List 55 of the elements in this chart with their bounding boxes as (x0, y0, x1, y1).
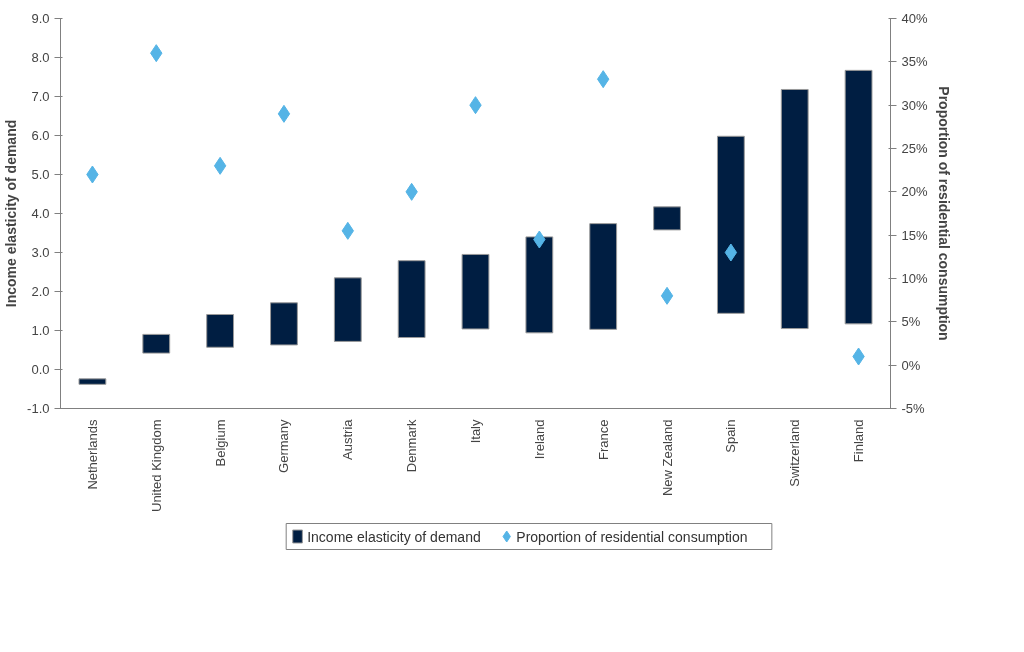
y-axis-title: Income elasticity of demand (3, 119, 20, 308)
x-tick-label: Netherlands (84, 419, 100, 490)
x-tick-label: Italy (468, 419, 483, 444)
bar (333, 277, 362, 342)
y-tick-label: -1.0 (27, 401, 50, 416)
x-tick-label: Germany (276, 419, 292, 473)
x-tick-label: Ireland (531, 419, 547, 460)
y2-tick-label: 40% (901, 11, 928, 26)
bar (206, 314, 235, 348)
x-tick-label: United Kingdom (148, 419, 164, 512)
y2-tick-label: 15% (901, 227, 928, 243)
bar (142, 333, 171, 354)
bar (716, 135, 745, 314)
point (660, 286, 674, 305)
y2-tick-label: 25% (901, 141, 928, 156)
bar (844, 69, 873, 325)
y-tick-label: 0.0 (31, 362, 50, 377)
y-tick-label: 9.0 (31, 11, 50, 26)
y-tick-label: 7.0 (31, 89, 50, 104)
x-tick-label: Denmark (404, 419, 420, 473)
y2-tick-label: 20% (901, 184, 928, 200)
bar (780, 88, 809, 330)
bar (589, 223, 618, 330)
y2-tick-label: 30% (901, 97, 928, 113)
y2-tick-label: 5% (901, 314, 921, 330)
y2-tick-label: -5% (901, 401, 926, 416)
y-tick-label: 8.0 (31, 50, 50, 65)
x-tick-label: France (595, 419, 611, 460)
y-tick-label: 3.0 (31, 245, 50, 260)
x-tick-label: Austria (340, 418, 356, 460)
x-tick-label: New Zealand (659, 419, 675, 497)
y-tick-label: 1.0 (31, 323, 50, 338)
y-tick-label: 6.0 (31, 128, 50, 143)
bar (525, 236, 554, 334)
y-tick-label: 4.0 (31, 206, 50, 221)
point (277, 104, 291, 123)
x-tick-label: Switzerland (787, 419, 803, 487)
y2-tick-label: 0% (901, 357, 921, 373)
x-tick-label: Finland (851, 419, 867, 463)
bar (270, 302, 298, 346)
bar (397, 260, 426, 339)
point (724, 243, 738, 262)
x-tick-label: Spain (723, 419, 739, 453)
y2-tick-label: 35% (901, 54, 928, 70)
bar (653, 206, 681, 231)
y-tick-label: 5.0 (31, 167, 50, 182)
legend-label: Proportion of residential consumption (516, 528, 748, 545)
y2-tick-label: 10% (901, 271, 928, 286)
y-tick-label: 2.0 (31, 284, 50, 299)
x-tick-label: Belgium (212, 419, 228, 467)
y2-axis-title: Proportion of residential consumption (935, 86, 952, 341)
point (213, 156, 227, 175)
bar (78, 378, 107, 385)
legend-label: Income elasticity of demand (307, 528, 481, 545)
bar (461, 253, 490, 330)
